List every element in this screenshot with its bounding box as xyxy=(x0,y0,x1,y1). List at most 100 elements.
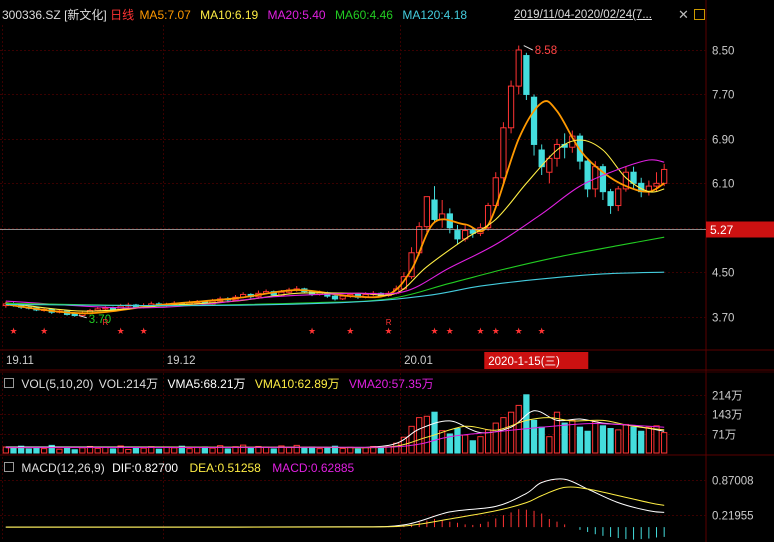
star-marker: ★ xyxy=(117,326,125,336)
volume-bar xyxy=(385,446,392,454)
candle-body xyxy=(484,205,492,229)
price-tick-label: 7.70 xyxy=(712,90,734,102)
vol-tick-label: 214万 xyxy=(712,391,743,403)
candle-body xyxy=(331,295,339,300)
vma20-line xyxy=(5,422,665,449)
volume-bar xyxy=(71,449,78,454)
volume-bar xyxy=(255,445,262,454)
star-marker: ★ xyxy=(538,326,546,336)
price-tick-label: 8.50 xyxy=(712,46,734,58)
volume-bar xyxy=(622,423,630,454)
date-tick-label: 19.12 xyxy=(167,355,196,367)
candle xyxy=(500,122,507,184)
ma20-label: MA20:5.40 xyxy=(267,8,326,22)
ma60-label: MA60:4.46 xyxy=(334,8,393,22)
close-icon[interactable]: ✕ xyxy=(678,7,689,22)
volume-bar xyxy=(209,447,216,454)
candle xyxy=(431,186,438,223)
volume-bar xyxy=(94,447,101,454)
volume-bar xyxy=(439,430,446,454)
volume-bar xyxy=(339,447,346,454)
volume-bar xyxy=(25,448,32,454)
volume-bar xyxy=(18,445,25,454)
volume-bar xyxy=(178,445,186,454)
volume-bar xyxy=(393,442,400,454)
crosshair-date-label: 2020-1-15(三) xyxy=(488,356,560,368)
candle-body xyxy=(431,199,438,220)
candle-body xyxy=(71,313,78,317)
ma5-line xyxy=(5,100,665,315)
volume-bar xyxy=(645,426,652,454)
volume-bar xyxy=(155,448,163,454)
volume-bar xyxy=(285,447,293,454)
candle-body xyxy=(530,96,538,145)
volume-bar xyxy=(331,445,339,454)
candle xyxy=(538,144,545,175)
price-tick-label: 6.90 xyxy=(712,135,734,147)
candle xyxy=(584,158,591,198)
volume-bar xyxy=(561,422,568,454)
volume-bar xyxy=(308,446,316,454)
star-marker: ★ xyxy=(308,326,316,336)
period-label[interactable]: 日线 xyxy=(110,8,135,22)
candle-body xyxy=(630,171,637,184)
volume-bar xyxy=(217,445,224,454)
volume-bar xyxy=(530,419,538,454)
volume-bar xyxy=(653,425,660,454)
volume-bar xyxy=(416,417,423,454)
candle xyxy=(546,155,553,184)
lock-icon[interactable] xyxy=(694,9,705,20)
r-marker: R xyxy=(386,318,392,327)
volume-bar xyxy=(125,448,132,454)
candle-body xyxy=(653,182,660,187)
date-tick-label: 19.11 xyxy=(6,355,34,367)
volume-bar xyxy=(362,447,369,454)
crosshair-date-tag xyxy=(484,352,589,369)
dif-value: DIF:0.82700 xyxy=(112,461,179,475)
volume-bar xyxy=(79,447,86,454)
volume-bar xyxy=(186,448,193,454)
volume-bar xyxy=(316,448,323,454)
candle-body xyxy=(423,196,430,228)
star-marker: ★ xyxy=(9,326,17,336)
candle xyxy=(331,295,339,301)
volume-bar xyxy=(630,426,637,454)
high-annotation-arrow xyxy=(523,45,533,51)
date-range[interactable]: 2019/11/04-2020/02/24(7... xyxy=(514,9,652,21)
macd-value: MACD:0.62885 xyxy=(272,461,355,475)
candle-body xyxy=(553,143,561,159)
volume-bar xyxy=(117,445,124,454)
candle xyxy=(515,45,522,95)
candle xyxy=(599,163,607,200)
candle xyxy=(607,188,614,214)
volume-bar xyxy=(477,436,484,454)
candle xyxy=(523,52,530,100)
main-header: 300336.SZ [新文化] 日线 MA5:7.07 MA10:6.19 MA… xyxy=(2,8,467,22)
candle xyxy=(553,138,561,167)
volume-bar xyxy=(194,447,201,454)
price-tick-label: 4.50 xyxy=(712,268,734,280)
candle xyxy=(615,186,622,212)
volume-bar xyxy=(247,447,254,454)
star-marker: ★ xyxy=(492,326,500,336)
volume-bar xyxy=(599,425,607,454)
ma5-label: MA5:7.07 xyxy=(139,8,191,22)
volume-bar xyxy=(86,445,94,454)
dea-value: DEA:0.51258 xyxy=(189,461,261,475)
candle xyxy=(423,196,430,233)
volume-bar xyxy=(377,447,385,454)
volume-bar xyxy=(48,444,55,454)
macd-tick-label: 0.87008 xyxy=(712,476,754,488)
macd-settings-icon[interactable] xyxy=(4,462,14,472)
volume-bar xyxy=(293,444,300,454)
volume-bar xyxy=(423,415,430,454)
volume-bar xyxy=(523,394,530,454)
star-marker: ★ xyxy=(385,326,393,336)
candle-body xyxy=(615,188,622,207)
star-marker: ★ xyxy=(430,326,438,336)
star-marker: ★ xyxy=(446,326,454,336)
volume-bar xyxy=(507,411,515,454)
vol-settings-icon[interactable] xyxy=(4,378,14,388)
